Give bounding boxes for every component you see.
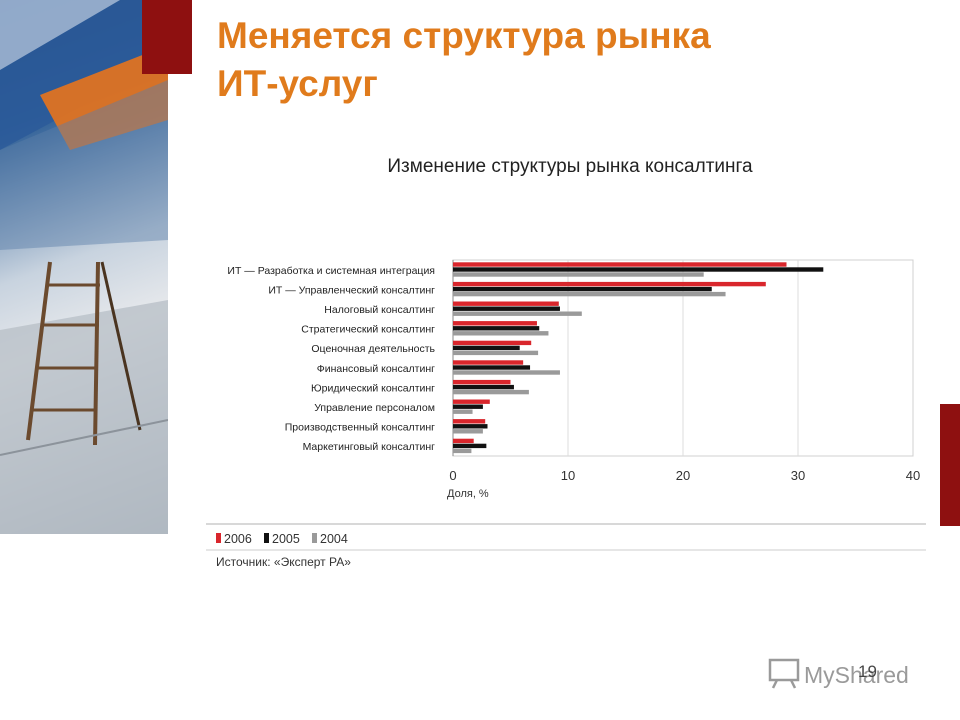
bar-2005 — [453, 286, 712, 292]
bar-2005 — [453, 345, 520, 351]
bar-2005 — [453, 267, 824, 272]
legend-label: 2004 — [320, 532, 348, 546]
category-label: Управление персоналом — [314, 402, 435, 414]
bar-2006 — [453, 340, 532, 346]
accent-block-top — [142, 0, 192, 74]
watermark-text: MyShared — [804, 662, 909, 688]
bar-2006 — [453, 262, 787, 267]
presentation-icon: MyShared — [768, 658, 909, 689]
bar-2006 — [453, 281, 766, 287]
x-axis-label: Доля, % — [447, 488, 489, 500]
bar-2005 — [453, 306, 560, 311]
x-tick-label: 10 — [561, 468, 575, 483]
x-tick-label: 0 — [449, 468, 456, 483]
category-label: Стратегический консалтинг — [301, 324, 435, 336]
bar-2005 — [453, 384, 514, 390]
bar-2004 — [453, 409, 473, 414]
chart-title: Изменение структуры рынка консалтинга — [387, 156, 753, 177]
slide-title: Меняется структура рынка ИТ-услуг — [217, 12, 937, 108]
legend-label: 2006 — [224, 532, 252, 546]
category-label: Финансовый консалтинг — [317, 363, 435, 375]
bar-2005 — [453, 404, 483, 409]
source-note: Источник: «Эксперт РА» — [216, 555, 351, 569]
bar-2006 — [453, 321, 537, 326]
bar-chart: 0 10 20 30 40 Доля, % ИТ — Разработка и систем… — [206, 259, 926, 551]
accent-block-right — [940, 404, 960, 526]
bar-2006 — [453, 301, 559, 306]
page-number: 19 — [858, 662, 877, 681]
title-line-1: Меняется структура рынка — [217, 15, 711, 56]
bar-2004 — [453, 272, 704, 277]
category-label: Оценочная деятельность — [311, 343, 435, 355]
legend-swatch-2005 — [264, 533, 269, 543]
bar-2006 — [453, 379, 511, 385]
category-label: ИТ — Управленческий консалтинг — [268, 284, 435, 296]
bar-2004 — [453, 429, 483, 434]
bar-2004 — [453, 331, 549, 336]
title-line-2: ИТ-услуг — [217, 63, 378, 104]
bar-2006 — [453, 419, 486, 424]
bar-2004 — [453, 448, 472, 454]
bar-2005 — [453, 443, 487, 449]
bar-2006 — [453, 360, 524, 365]
x-tick-label: 40 — [906, 468, 920, 483]
bar-2004 — [453, 370, 560, 375]
decorative-photo — [0, 0, 168, 534]
bar-2004 — [453, 291, 726, 297]
legend-label: 2005 — [272, 532, 300, 546]
bar-2004 — [453, 389, 529, 395]
category-label: ИТ — Разработка и системная интеграция — [227, 265, 435, 277]
chart-panel: 0 10 20 30 40 Доля, % ИТ — Разработка и систем… — [206, 256, 926, 576]
bar-2005 — [453, 424, 488, 429]
bar-2005 — [453, 365, 531, 370]
category-label: Производственный консалтинг — [285, 422, 435, 434]
bar-2006 — [453, 399, 490, 404]
bar-2004 — [453, 311, 582, 316]
x-tick-label: 30 — [791, 468, 805, 483]
bar-2005 — [453, 326, 540, 331]
category-label: Налоговый консалтинг — [324, 304, 435, 316]
watermark-logo: MyShared — [768, 656, 928, 692]
bar-2004 — [453, 350, 539, 356]
ladder-illustration — [0, 0, 168, 534]
bar-2006 — [453, 438, 474, 444]
category-label: Юридический консалтинг — [311, 382, 435, 394]
legend-swatch-2004 — [312, 533, 317, 543]
x-tick-label: 20 — [676, 468, 690, 483]
category-label: Маркетинговый консалтинг — [303, 441, 436, 453]
legend-swatch-2006 — [216, 533, 221, 543]
